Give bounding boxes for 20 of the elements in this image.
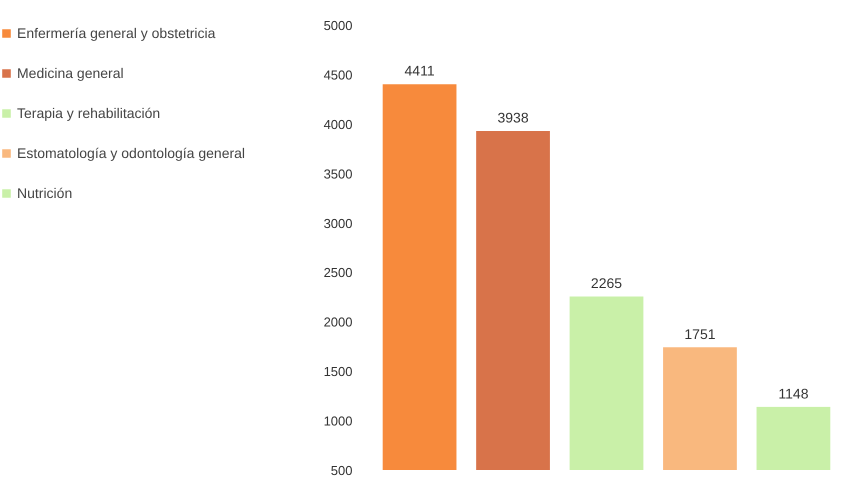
data-label: 3938 [497, 110, 529, 126]
legend-label: Estomatología y odontología general [17, 145, 246, 161]
legend-label: Medicina general [17, 65, 124, 81]
y-tick-label: 500 [330, 463, 353, 478]
data-label: 1751 [684, 326, 716, 342]
data-label: 2265 [590, 274, 622, 291]
y-tick-label: 5000 [324, 18, 352, 33]
y-tick-label: 2500 [324, 265, 352, 280]
legend-label: Enfermería general y obstetricia [17, 25, 216, 41]
y-tick-label: 1000 [324, 414, 352, 429]
data-label: 1148 [778, 385, 809, 402]
y-tick-label: 4000 [324, 116, 352, 132]
legend-label: Terapia y rehabilitación [17, 105, 160, 121]
y-tick-label: 2000 [324, 314, 352, 330]
legend-label: Nutrición [17, 185, 72, 201]
y-tick-label: 3000 [324, 216, 352, 231]
data-label: 4411 [404, 62, 435, 79]
y-tick-label: 1500 [324, 364, 352, 380]
y-tick-label: 4500 [324, 67, 352, 82]
y-tick-label: 3500 [324, 166, 352, 182]
